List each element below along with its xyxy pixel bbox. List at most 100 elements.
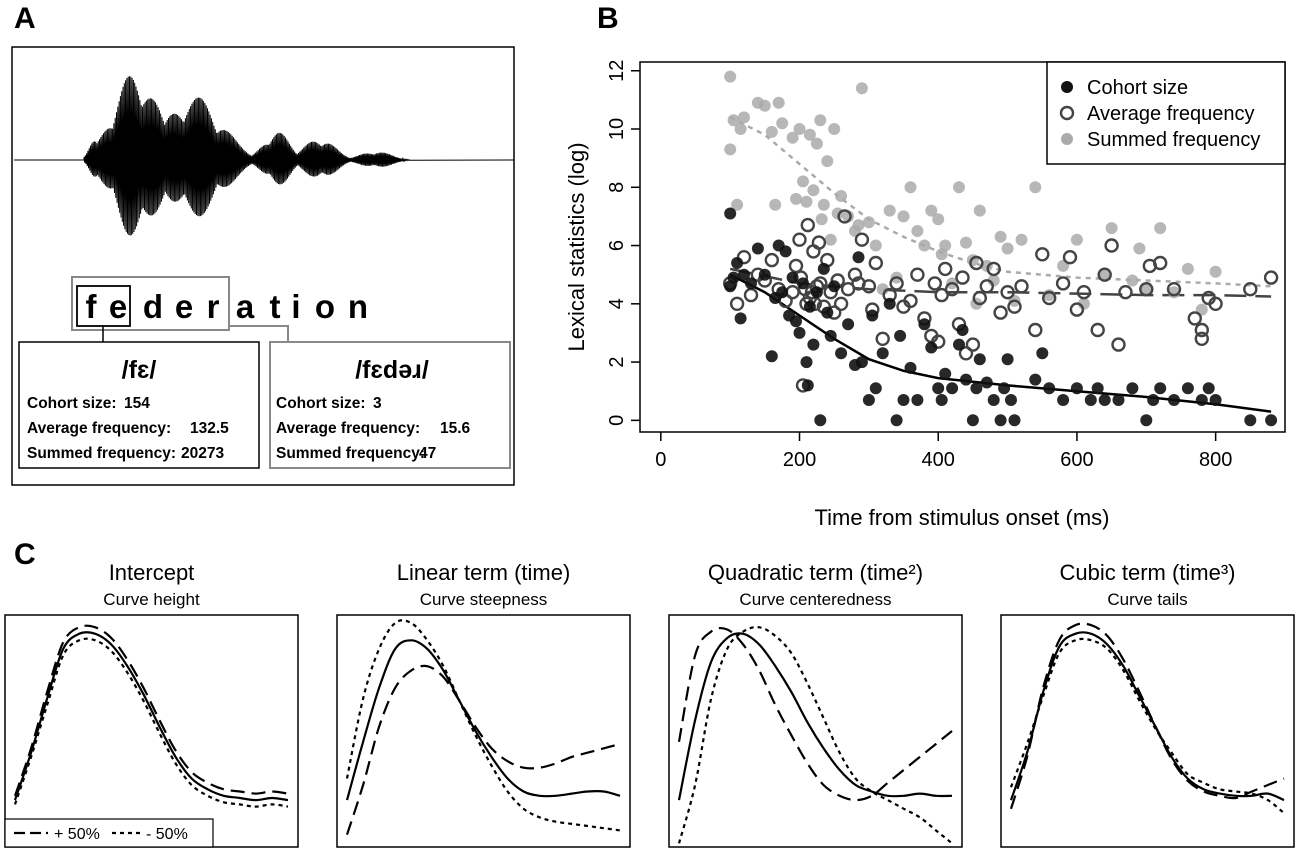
scatter-point: [776, 286, 789, 299]
scatter-point: [855, 356, 868, 369]
scatter-point: [958, 346, 974, 361]
scatter-point: [875, 331, 890, 346]
scatter-point: [925, 204, 938, 217]
scatter-point: [889, 276, 904, 291]
panel-b: 0 200 400 600 800 0 2 4 6 8 10 12 Time from stimulu…: [564, 60, 1286, 530]
y-tick-label: 0: [606, 415, 628, 426]
scatter-point: [980, 376, 993, 389]
subplot-title: Cubic term (time³): [1059, 560, 1235, 585]
info-value: 132.5: [190, 420, 229, 437]
curve-dotted: [345, 619, 621, 832]
scatter-point: [1098, 268, 1111, 281]
scatter-point: [956, 324, 969, 336]
scatter-point: [779, 245, 792, 258]
info-label: Average frequency:: [276, 420, 420, 437]
scatter-point: [821, 155, 834, 168]
scatter-point: [734, 123, 747, 135]
scatter-point: [972, 290, 987, 306]
scatter-point: [1098, 394, 1111, 406]
scatter-point: [842, 318, 855, 331]
panel-a-frame: [11, 46, 515, 486]
scatter-point: [738, 111, 750, 124]
scatter-point: [890, 414, 903, 427]
y-tick-label: 2: [606, 357, 628, 368]
scatter-point: [1043, 382, 1056, 395]
scatter-point: [751, 242, 764, 255]
x-tick-label: 800: [1199, 449, 1232, 471]
plot-b-points: [723, 70, 1279, 427]
scatter-point: [1091, 382, 1104, 395]
legend-marker: [1061, 133, 1073, 145]
scatter-point: [1154, 222, 1167, 235]
scatter-point: [788, 258, 804, 274]
scatter-point: [1041, 290, 1057, 306]
scatter-point: [814, 414, 827, 427]
scatter-point: [1014, 279, 1029, 294]
scatter-point: [797, 277, 809, 290]
x-tick-label: 600: [1060, 449, 1093, 471]
scatter-point: [1209, 394, 1222, 406]
scatter-point: [1140, 414, 1153, 427]
scatter-point: [835, 190, 848, 202]
curve-base: [345, 639, 621, 801]
scatter-point: [1001, 242, 1014, 255]
scatter-point: [1187, 311, 1203, 326]
scatter-point: [803, 128, 816, 141]
info-lines-left: Cohort size: 154 Average frequency: 132.5 Su…: [27, 395, 229, 462]
subplot-subtitle: Curve centeredness: [739, 590, 891, 609]
scatter-point: [897, 210, 910, 223]
scatter-point: [1090, 322, 1105, 338]
scatter-point: [1070, 382, 1083, 395]
scatter-point: [1243, 282, 1258, 297]
scatter-point: [970, 382, 983, 395]
subplot-title: Linear term (time): [397, 560, 571, 585]
scatter-point: [1001, 353, 1014, 366]
scatter-point: [772, 96, 785, 109]
scatter-point: [1111, 337, 1126, 352]
scatter-point: [1070, 233, 1083, 246]
subplot-subtitle: Curve tails: [1107, 590, 1187, 609]
scatter-point: [801, 379, 814, 392]
plot-b-legend: Cohort size Average frequency Summed frequ…: [1046, 61, 1286, 165]
scatter-point: [965, 337, 981, 352]
scatter-point: [1007, 299, 1022, 314]
scatter-point: [868, 255, 883, 271]
phoneme-left: /fɛ/: [122, 356, 157, 384]
scatter-point: [803, 300, 816, 313]
scatter-point: [993, 305, 1008, 320]
scatter-point: [935, 394, 948, 406]
scatter-point: [790, 192, 802, 205]
info-label: Average frequency:: [27, 420, 171, 437]
info-value: 3: [373, 395, 382, 412]
phoneme-right: /fɛdəɹ/: [355, 356, 429, 384]
scatter-point: [866, 309, 879, 322]
scatter-point: [724, 70, 737, 83]
info-value: 154: [124, 395, 150, 412]
scatter-point: [1194, 322, 1210, 338]
info-label: Summed frequency:: [276, 445, 425, 462]
subplot-subtitle: Curve steepness: [420, 590, 548, 609]
y-tick-label: 12: [606, 60, 628, 82]
legend-label: Cohort size: [1087, 77, 1188, 99]
info-value: 47: [419, 445, 436, 462]
scatter-point: [1036, 347, 1049, 360]
scatter-point: [953, 181, 965, 194]
scatter-point: [800, 217, 815, 233]
curve-dashed: [1009, 622, 1285, 810]
scatter-point: [1055, 276, 1071, 291]
scatter-point: [828, 123, 841, 135]
y-tick-label: 4: [606, 298, 628, 309]
scatter-point: [1140, 283, 1153, 296]
scatter-point: [1265, 414, 1278, 427]
curve-base: [13, 631, 289, 802]
x-tick-label: 0: [655, 449, 666, 471]
y-tick-label: 10: [606, 118, 628, 140]
scatter-point: [869, 382, 882, 395]
scatter-point: [1139, 282, 1154, 297]
scatter-point: [727, 271, 740, 284]
scatter-point: [776, 117, 789, 130]
scatter-point: [811, 235, 827, 250]
scatter-point: [1263, 270, 1279, 285]
scatter-point: [1008, 414, 1021, 427]
